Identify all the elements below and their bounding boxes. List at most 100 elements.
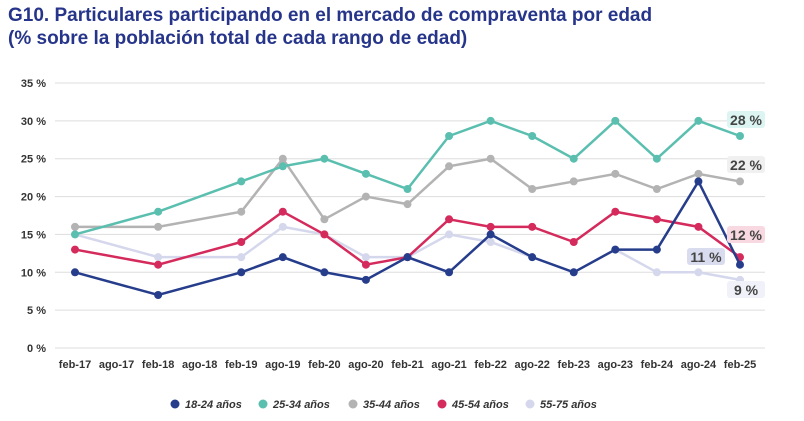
data-point bbox=[71, 222, 79, 231]
data-point bbox=[569, 238, 578, 246]
data-point bbox=[486, 238, 495, 246]
x-tick-label: feb-22 bbox=[474, 359, 506, 371]
end-label-bg bbox=[727, 111, 765, 128]
data-point bbox=[237, 238, 246, 246]
legend-marker bbox=[525, 399, 535, 409]
series-line bbox=[74, 178, 742, 297]
y-tick-label: 0 % bbox=[27, 343, 46, 355]
x-tick-label: ago-17 bbox=[99, 359, 134, 371]
data-point bbox=[694, 169, 703, 178]
data-point bbox=[486, 222, 495, 231]
data-point bbox=[320, 230, 329, 239]
x-tick-label: ago-23 bbox=[598, 359, 633, 371]
data-point bbox=[486, 116, 495, 125]
data-point bbox=[320, 268, 329, 277]
x-tick-label: feb-23 bbox=[558, 359, 590, 371]
data-point bbox=[652, 215, 661, 224]
legend-label: 45-54 años bbox=[451, 399, 509, 411]
data-point bbox=[154, 207, 163, 216]
data-point bbox=[694, 177, 703, 186]
x-tick-label: feb-25 bbox=[724, 359, 756, 371]
data-point bbox=[569, 177, 578, 186]
legend-marker bbox=[348, 399, 358, 409]
data-point bbox=[237, 268, 246, 277]
data-point bbox=[652, 154, 661, 163]
data-point bbox=[611, 169, 620, 178]
data-point bbox=[71, 245, 79, 254]
end-label-bg bbox=[727, 281, 765, 298]
data-point bbox=[154, 222, 163, 231]
data-point bbox=[528, 222, 537, 231]
data-point bbox=[278, 222, 287, 231]
data-point bbox=[611, 245, 620, 254]
data-point bbox=[694, 116, 703, 125]
end-label: 28 % bbox=[730, 112, 762, 128]
data-point bbox=[361, 192, 370, 201]
x-tick-label: ago-24 bbox=[681, 359, 717, 371]
data-point bbox=[278, 253, 287, 262]
x-tick-label: ago-22 bbox=[514, 359, 549, 371]
x-tick-label: ago-19 bbox=[265, 359, 300, 371]
y-tick-label: 15 % bbox=[21, 229, 46, 241]
end-label: 12 % bbox=[730, 227, 762, 243]
data-point bbox=[528, 253, 537, 262]
chart-title: G10. Particulares participando en el mer… bbox=[8, 4, 652, 50]
y-tick-label: 5 % bbox=[27, 305, 46, 317]
y-tick-label: 20 % bbox=[21, 192, 46, 204]
data-point bbox=[528, 132, 537, 140]
data-point bbox=[361, 260, 370, 269]
data-point bbox=[361, 253, 370, 262]
x-tick-label: ago-18 bbox=[182, 359, 217, 371]
x-tick-label: feb-17 bbox=[59, 359, 91, 371]
end-label: 22 % bbox=[730, 157, 762, 173]
data-point bbox=[154, 253, 163, 262]
data-point bbox=[611, 207, 620, 216]
x-tick-label: ago-20 bbox=[348, 359, 383, 371]
data-point bbox=[445, 268, 454, 277]
data-point bbox=[278, 207, 287, 216]
title: G10. Particulares participando en el mer… bbox=[8, 5, 653, 26]
data-point bbox=[237, 177, 246, 186]
data-point bbox=[278, 154, 287, 163]
data-point bbox=[237, 207, 246, 216]
end-label: 9 % bbox=[734, 282, 759, 298]
data-point bbox=[569, 268, 578, 277]
data-point bbox=[154, 291, 163, 299]
data-point bbox=[528, 185, 537, 193]
data-point bbox=[486, 154, 495, 163]
data-point bbox=[403, 253, 412, 262]
legend-marker bbox=[437, 399, 447, 409]
subtitle: (% sobre la población total de cada rang… bbox=[8, 28, 468, 49]
x-tick-label: ago-21 bbox=[431, 359, 466, 371]
y-tick-label: 30 % bbox=[21, 116, 46, 128]
data-point bbox=[736, 132, 744, 140]
legend-marker bbox=[170, 399, 180, 409]
data-point bbox=[486, 230, 495, 239]
data-point bbox=[445, 215, 454, 224]
data-point bbox=[154, 260, 163, 269]
x-tick-label: feb-21 bbox=[391, 359, 423, 371]
data-point bbox=[652, 245, 661, 254]
data-point bbox=[445, 132, 454, 140]
data-point bbox=[611, 116, 620, 125]
y-tick-label: 10 % bbox=[21, 267, 46, 279]
data-point bbox=[320, 215, 329, 224]
x-tick-label: feb-24 bbox=[641, 359, 674, 371]
x-tick-label: feb-20 bbox=[308, 359, 340, 371]
data-point bbox=[278, 162, 287, 171]
data-point bbox=[736, 177, 744, 186]
data-point bbox=[736, 260, 744, 269]
data-point bbox=[71, 230, 79, 239]
data-point bbox=[237, 253, 246, 262]
data-point bbox=[694, 222, 703, 231]
end-label: 11 % bbox=[690, 249, 722, 265]
end-label-bg bbox=[727, 156, 765, 173]
data-point bbox=[320, 154, 329, 163]
x-tick-label: feb-18 bbox=[142, 359, 174, 371]
y-tick-label: 25 % bbox=[21, 154, 46, 166]
legend-label: 35-44 años bbox=[363, 399, 420, 411]
data-point bbox=[445, 162, 454, 171]
legend-label: 18-24 años bbox=[185, 399, 242, 411]
x-tick-label: feb-19 bbox=[225, 359, 257, 371]
